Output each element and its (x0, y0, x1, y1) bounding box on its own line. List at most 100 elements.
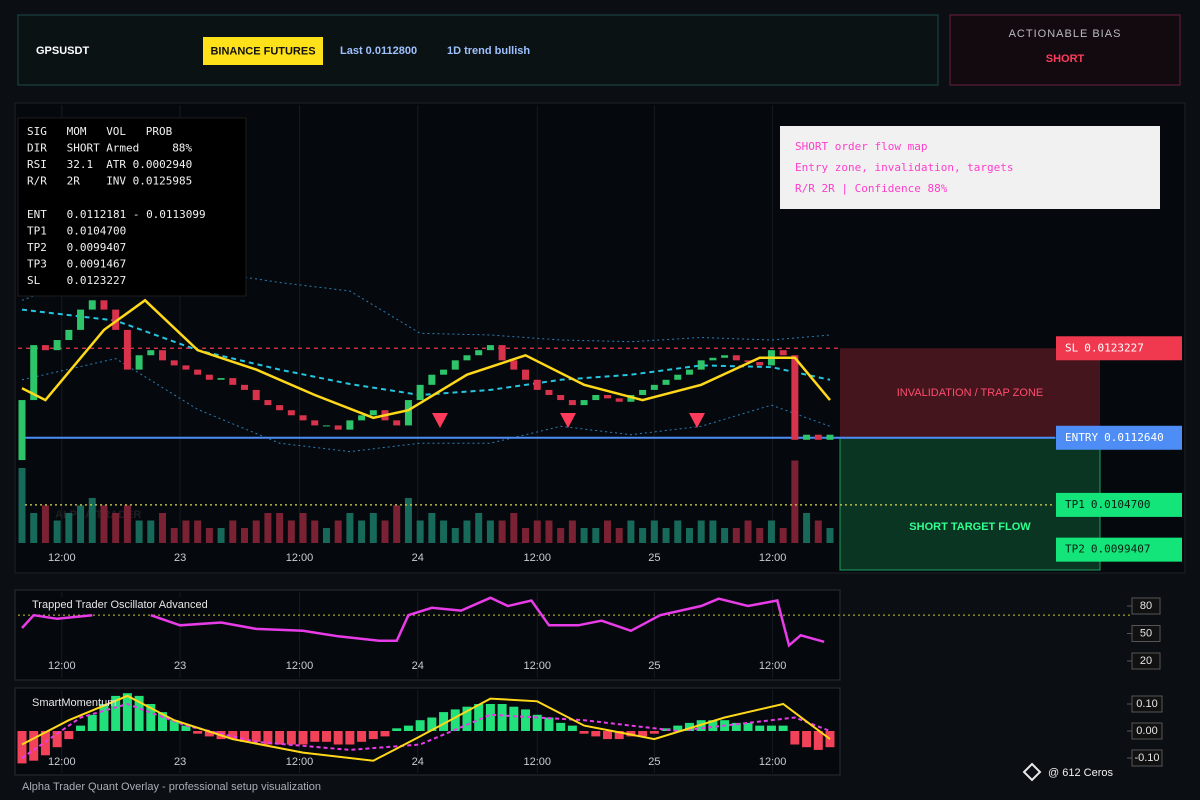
candle (264, 400, 272, 406)
candle (498, 345, 506, 361)
volume-bar (41, 505, 49, 543)
y-tick-label: 0.00 (1136, 725, 1157, 737)
overlay-layer: SHORT order flow map Entry zone, invalid… (17, 117, 1182, 793)
volume-bar (791, 460, 799, 543)
candle (276, 405, 284, 411)
volume-bar (346, 513, 354, 543)
short-signal (689, 413, 705, 428)
momentum-bar (439, 712, 449, 731)
momentum-bar (298, 731, 308, 745)
candle (732, 355, 740, 361)
momentum-bar (345, 731, 355, 745)
momentum-bar (743, 722, 753, 731)
momentum-bar (778, 725, 788, 731)
time-label: 12:00 (286, 756, 314, 768)
candle (135, 355, 143, 370)
volume-bar (287, 520, 295, 543)
level-tag (1056, 537, 1182, 562)
candle (170, 360, 178, 366)
volume-bar (100, 505, 108, 543)
candle (627, 394, 635, 402)
candle (685, 369, 693, 375)
stats-cell: R/R (27, 175, 47, 188)
volume-bar (77, 505, 85, 543)
volume-bar (369, 513, 377, 543)
momentum-bar (579, 731, 589, 734)
volume-bar (639, 528, 647, 543)
momentum-bar (684, 722, 694, 731)
volume-bar (463, 520, 471, 543)
stats-cell: 0.0099407 (67, 241, 127, 254)
volume-bar (322, 528, 330, 543)
time-label: 12:00 (759, 552, 787, 564)
level-value: 0.0112640 (1104, 431, 1164, 444)
volume-bar (240, 528, 248, 543)
volume-bar (311, 520, 319, 543)
volume-bar (568, 520, 576, 543)
level-name: SL (1065, 341, 1079, 354)
time-label: 23 (174, 552, 186, 564)
volume-bar (475, 513, 483, 543)
volume-bar (803, 513, 811, 543)
momentum-bar (567, 725, 577, 731)
time-label: 12:00 (48, 660, 76, 672)
momentum-bar (521, 709, 531, 731)
candle (334, 425, 342, 430)
oscillator-line (21, 596, 825, 648)
candle (252, 389, 260, 401)
zone-label: SHORT TARGET FLOW (909, 521, 1031, 533)
momentum-bar (450, 709, 460, 731)
volume-bar (194, 520, 202, 543)
momentum-bar (474, 704, 484, 731)
candle (592, 394, 600, 401)
volume-bar (112, 513, 120, 543)
time-label: 24 (412, 660, 424, 672)
candle (428, 374, 436, 385)
header-box (17, 14, 939, 86)
exchange: BINANCE FUTURES (210, 45, 315, 57)
volume-bar (170, 528, 178, 543)
volume-bar (744, 520, 752, 543)
volume-bar (685, 528, 693, 543)
momentum-bar (462, 706, 472, 731)
time-label: 24 (412, 756, 424, 768)
footer: Alpha Trader Quant Overlay - professiona… (22, 781, 321, 793)
candle (486, 345, 494, 351)
tick-box (1131, 652, 1161, 670)
candle (299, 415, 307, 421)
momentum-bar (17, 731, 27, 764)
note-line: Entry zone, invalidation, targets (795, 161, 1014, 174)
volume-bar (428, 513, 436, 543)
volume-bar (18, 468, 26, 543)
stats-cell: 0.0091467 (67, 258, 127, 271)
stats-cell: 2R (67, 175, 81, 188)
candle (756, 362, 764, 366)
candle (791, 355, 799, 440)
candle (533, 379, 541, 390)
candle (53, 340, 61, 351)
volume-bar (732, 528, 740, 543)
volume-bar (697, 520, 705, 543)
stats-cell: ATR (106, 158, 126, 171)
panel-title: Trapped Trader Oscillator Advanced (32, 599, 208, 611)
candle (440, 369, 448, 375)
candle (522, 369, 530, 380)
volume-bar (65, 513, 73, 543)
candle (697, 360, 705, 370)
time-label: 24 (412, 552, 424, 564)
stats-cell: ENT (27, 208, 47, 221)
stats-cell: 0.0104700 (67, 225, 127, 238)
volume-bar (510, 513, 518, 543)
momentum-bar (321, 731, 331, 742)
time-label: 12:00 (48, 552, 76, 564)
momentum-bar (158, 712, 168, 731)
stats-box (17, 117, 247, 297)
last-price: Last 0.0112800 (340, 45, 417, 57)
candle (826, 434, 834, 440)
level-value: 0.0104700 (1091, 498, 1151, 511)
panel-title: SmartMomentum (32, 697, 116, 709)
candle (580, 400, 588, 406)
candle (217, 378, 225, 380)
momentum-bar (708, 720, 718, 731)
